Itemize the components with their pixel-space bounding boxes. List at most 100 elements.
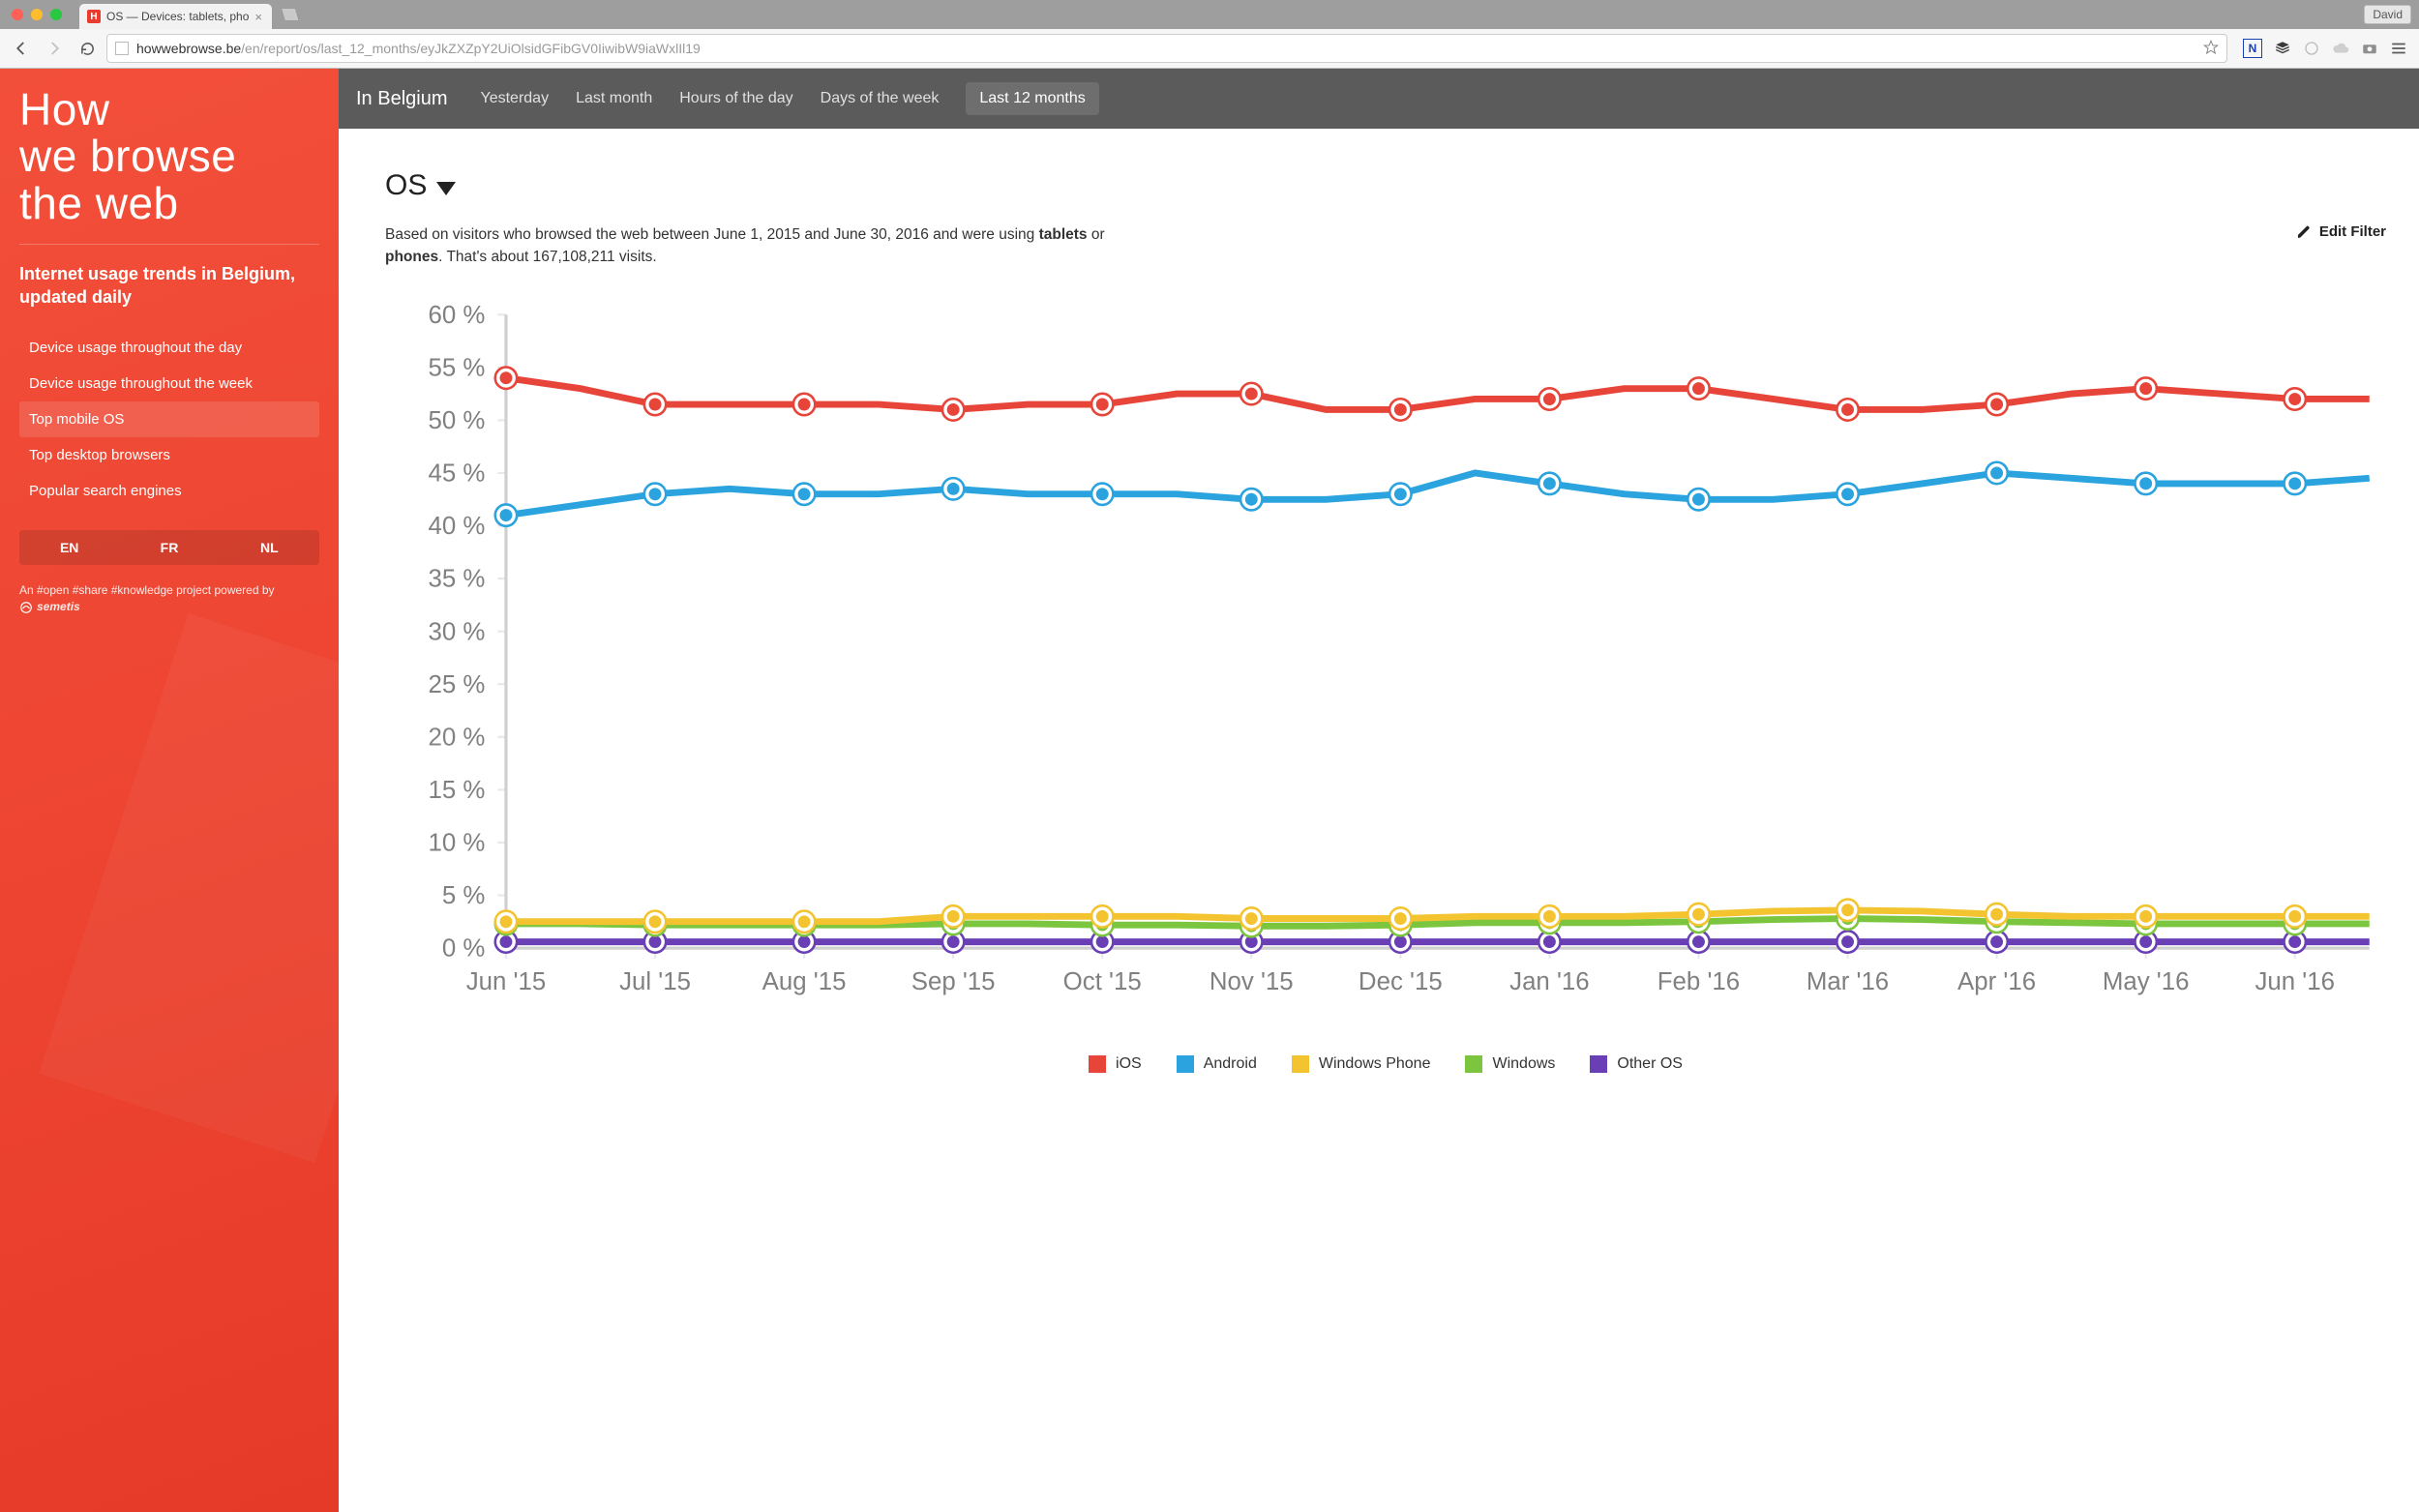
topnav-tab[interactable]: Hours of the day <box>679 82 792 115</box>
forward-button[interactable] <box>41 35 68 62</box>
ext-icon-buffer[interactable] <box>2274 40 2291 57</box>
page-icon <box>115 42 129 55</box>
legend-label: Windows <box>1492 1055 1555 1073</box>
ext-icon-circle[interactable] <box>2303 40 2320 57</box>
sidebar-item[interactable]: Popular search engines <box>19 473 319 509</box>
svg-text:35 %: 35 % <box>429 565 486 592</box>
svg-text:Jun '16: Jun '16 <box>2255 968 2334 995</box>
reload-button[interactable] <box>74 35 101 62</box>
credit-brand: semetis <box>37 599 80 615</box>
legend-item[interactable]: Other OS <box>1590 1055 1683 1073</box>
svg-text:Jul '15: Jul '15 <box>619 968 691 995</box>
svg-text:Nov '15: Nov '15 <box>1210 968 1294 995</box>
line-chart-svg: 0 %5 %10 %15 %20 %25 %30 %35 %40 %45 %50… <box>385 298 2386 1006</box>
sidebar-item[interactable]: Top desktop browsers <box>19 437 319 473</box>
chart: 0 %5 %10 %15 %20 %25 %30 %35 %40 %45 %50… <box>385 298 2386 1073</box>
heading-dropdown-icon[interactable] <box>436 182 456 195</box>
topnav-tab[interactable]: Yesterday <box>481 82 550 115</box>
language-switch: EN FR NL <box>19 530 319 565</box>
legend-label: Windows Phone <box>1319 1055 1431 1073</box>
desc-text: Based on visitors who browsed the web be… <box>385 226 1039 243</box>
legend-item[interactable]: Windows <box>1465 1055 1555 1073</box>
site-subtitle: Internet usage trends in Belgium, update… <box>19 262 319 310</box>
sidebar: How we browse the web Internet usage tre… <box>0 69 339 1512</box>
ext-icon-n[interactable]: N <box>2243 39 2262 58</box>
legend-item[interactable]: Windows Phone <box>1292 1055 1431 1073</box>
legend-swatch <box>1465 1055 1482 1073</box>
url-host: howwebrowse.be <box>136 41 241 56</box>
site-title: How we browse the web <box>19 86 319 226</box>
svg-text:Oct '15: Oct '15 <box>1063 968 1142 995</box>
maximize-window-icon[interactable] <box>50 9 62 20</box>
svg-text:5 %: 5 % <box>442 882 486 909</box>
sidebar-item[interactable]: Top mobile OS <box>19 401 319 437</box>
page-heading: OS <box>385 169 427 202</box>
back-button[interactable] <box>8 35 35 62</box>
url-path: /en/report/os/last_12_months/eyJkZXZpY2U… <box>241 41 701 56</box>
topnav-tab[interactable]: Last 12 months <box>966 82 1098 115</box>
tab-title: OS — Devices: tablets, pho <box>106 10 249 23</box>
sidebar-item[interactable]: Device usage throughout the week <box>19 366 319 401</box>
svg-text:Jun '15: Jun '15 <box>466 968 546 995</box>
pencil-icon <box>2296 224 2312 240</box>
ext-icon-cloud[interactable] <box>2332 40 2349 57</box>
bookmark-star-icon[interactable] <box>2203 40 2219 58</box>
svg-text:45 %: 45 % <box>429 460 486 487</box>
brand-icon <box>19 601 33 614</box>
desc-bold: phones <box>385 249 438 265</box>
heading-row[interactable]: OS <box>385 169 2386 202</box>
desc-text: or <box>1088 226 1105 243</box>
site-title-line: we browse <box>19 133 319 179</box>
minimize-window-icon[interactable] <box>31 9 43 20</box>
main: In Belgium Yesterday Last month Hours of t… <box>339 69 2419 1512</box>
address-bar[interactable]: howwebrowse.be/en/report/os/last_12_mont… <box>106 34 2227 63</box>
legend-label: iOS <box>1116 1055 1142 1073</box>
close-window-icon[interactable] <box>12 9 23 20</box>
tab-close-icon[interactable]: × <box>254 10 262 24</box>
svg-text:15 %: 15 % <box>429 776 486 803</box>
lang-nl-button[interactable]: NL <box>220 530 319 565</box>
svg-text:55 %: 55 % <box>429 354 486 381</box>
chart-legend: iOS Android Windows Phone Windows Other OS <box>385 1055 2386 1073</box>
legend-item[interactable]: Android <box>1177 1055 1257 1073</box>
lang-fr-button[interactable]: FR <box>119 530 219 565</box>
browser-toolbar: howwebrowse.be/en/report/os/last_12_mont… <box>0 29 2419 68</box>
tab-bar: H OS — Devices: tablets, pho × David <box>0 0 2419 29</box>
credit-line: An #open #share #knowledge project power… <box>19 582 319 618</box>
top-nav: In Belgium Yesterday Last month Hours of t… <box>339 69 2419 129</box>
legend-label: Other OS <box>1617 1055 1683 1073</box>
desc-text: . That's about 167,108,211 visits. <box>438 249 657 265</box>
credit-text: An #open #share #knowledge project power… <box>19 583 275 597</box>
legend-item[interactable]: iOS <box>1089 1055 1142 1073</box>
browser-tab[interactable]: H OS — Devices: tablets, pho × <box>79 4 272 29</box>
svg-text:Sep '15: Sep '15 <box>911 968 996 995</box>
profile-badge[interactable]: David <box>2364 5 2411 24</box>
svg-text:20 %: 20 % <box>429 724 486 751</box>
browser-chrome: H OS — Devices: tablets, pho × David how… <box>0 0 2419 69</box>
page: How we browse the web Internet usage tre… <box>0 69 2419 1512</box>
lang-en-button[interactable]: EN <box>19 530 119 565</box>
svg-text:40 %: 40 % <box>429 513 486 540</box>
svg-text:50 %: 50 % <box>429 406 486 433</box>
svg-text:25 %: 25 % <box>429 670 486 697</box>
svg-text:Apr '16: Apr '16 <box>1957 968 2036 995</box>
topnav-tab[interactable]: Last month <box>576 82 652 115</box>
svg-text:Dec '15: Dec '15 <box>1359 968 1443 995</box>
site-title-line: How <box>19 86 319 133</box>
svg-text:60 %: 60 % <box>429 301 486 328</box>
legend-swatch <box>1590 1055 1607 1073</box>
scope-label: In Belgium <box>356 88 448 110</box>
new-tab-button[interactable] <box>278 6 299 23</box>
divider <box>19 244 319 245</box>
svg-text:May '16: May '16 <box>2103 968 2190 995</box>
edit-filter-button[interactable]: Edit Filter <box>2296 223 2386 240</box>
svg-text:Mar '16: Mar '16 <box>1807 968 1889 995</box>
sidebar-nav: Device usage throughout the dayDevice us… <box>19 330 319 509</box>
svg-text:Aug '15: Aug '15 <box>762 968 847 995</box>
svg-text:Jan '16: Jan '16 <box>1509 968 1589 995</box>
hamburger-menu-icon[interactable] <box>2390 40 2407 57</box>
topnav-tab[interactable]: Days of the week <box>821 82 940 115</box>
legend-swatch <box>1292 1055 1309 1073</box>
sidebar-item[interactable]: Device usage throughout the day <box>19 330 319 366</box>
ext-icon-camera[interactable] <box>2361 40 2378 57</box>
